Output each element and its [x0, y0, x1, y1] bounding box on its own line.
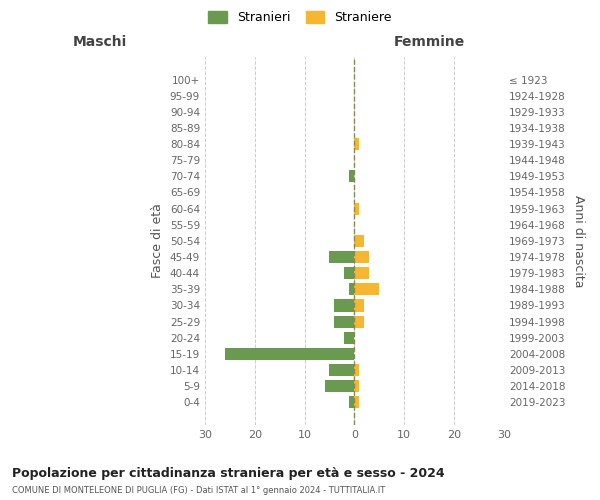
Legend: Stranieri, Straniere: Stranieri, Straniere: [203, 6, 397, 29]
Y-axis label: Anni di nascita: Anni di nascita: [572, 194, 585, 287]
Bar: [355, 267, 370, 280]
Bar: [334, 316, 355, 328]
Bar: [329, 364, 355, 376]
Bar: [355, 138, 359, 150]
Bar: [355, 380, 359, 392]
Bar: [355, 235, 364, 247]
Bar: [355, 396, 359, 408]
Bar: [225, 348, 355, 360]
Text: COMUNE DI MONTELEONE DI PUGLIA (FG) - Dati ISTAT al 1° gennaio 2024 - TUTTITALIA: COMUNE DI MONTELEONE DI PUGLIA (FG) - Da…: [12, 486, 385, 495]
Bar: [355, 316, 364, 328]
Bar: [355, 284, 379, 296]
Bar: [355, 251, 370, 263]
Text: Femmine: Femmine: [394, 36, 465, 50]
Bar: [329, 251, 355, 263]
Bar: [355, 364, 359, 376]
Bar: [325, 380, 355, 392]
Bar: [344, 267, 355, 280]
Y-axis label: Fasce di età: Fasce di età: [151, 204, 164, 279]
Bar: [349, 170, 355, 182]
Bar: [355, 202, 359, 214]
Bar: [349, 284, 355, 296]
Text: Maschi: Maschi: [73, 36, 127, 50]
Bar: [355, 300, 364, 312]
Bar: [344, 332, 355, 344]
Bar: [349, 396, 355, 408]
Text: Popolazione per cittadinanza straniera per età e sesso - 2024: Popolazione per cittadinanza straniera p…: [12, 467, 445, 480]
Bar: [334, 300, 355, 312]
